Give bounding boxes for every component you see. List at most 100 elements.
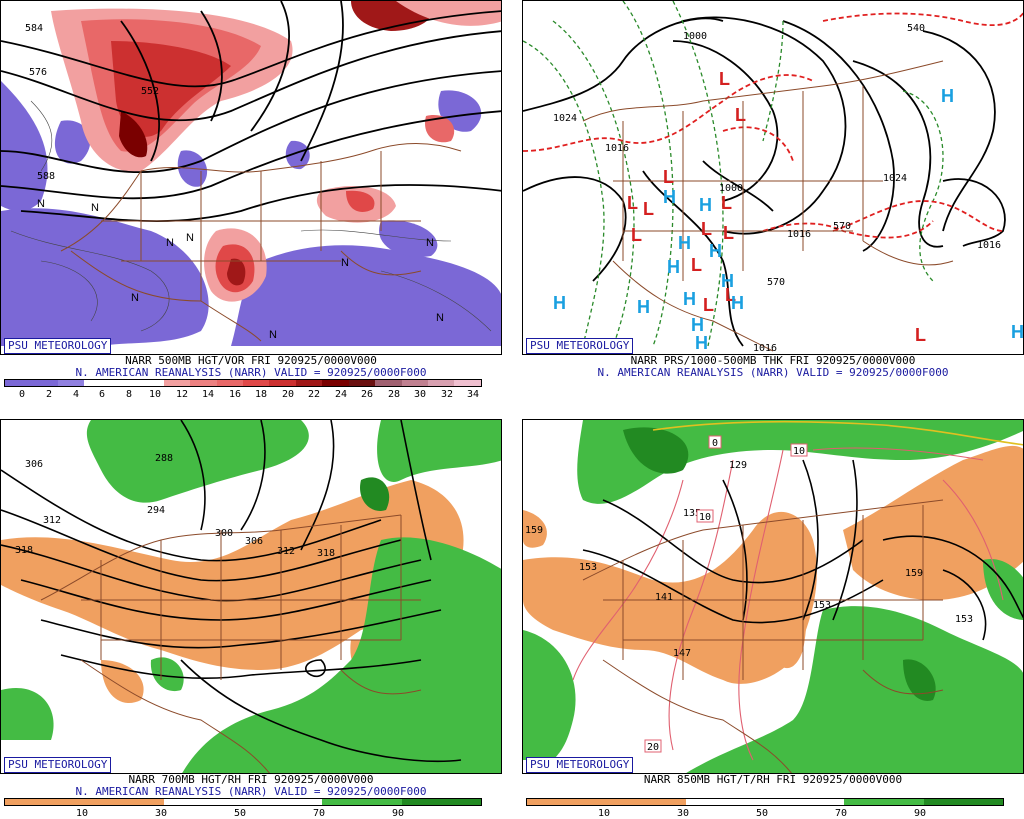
contour-label: 1024	[553, 113, 577, 124]
contour-label: 153	[955, 614, 973, 625]
contour-label: 306	[245, 536, 263, 547]
valid-time-title: N. AMERICAN REANALYSIS (NARR) VALID = 92…	[597, 366, 949, 379]
svg-text:N: N	[426, 237, 434, 249]
svg-text:N: N	[436, 312, 444, 324]
colorbar-tick: 50	[755, 808, 769, 819]
low-pressure-symbol: L	[631, 225, 642, 245]
high-pressure-symbol: H	[1011, 322, 1024, 342]
colorbar-tick: 14	[201, 389, 215, 400]
svg-text:N: N	[37, 198, 45, 210]
colorbar-tick: 70	[312, 808, 326, 819]
contour-label: 1016	[753, 343, 777, 354]
contour-label: 288	[155, 453, 173, 464]
high-pressure-symbol: H	[637, 297, 650, 317]
high-pressure-symbol: H	[941, 86, 954, 106]
colorbar-tick: 18	[254, 389, 268, 400]
contour-label: 576	[29, 67, 47, 78]
high-pressure-symbol: H	[695, 333, 708, 353]
contour-label: 552	[141, 86, 159, 97]
product-title: NARR 500MB HGT/VOR FRI 920925/0000V000	[125, 354, 377, 367]
colorbar-tick: 0	[18, 389, 26, 400]
contour-label: 159	[525, 525, 543, 536]
temperature-label: 10	[699, 512, 711, 523]
vorticity-markers: N N N N N N N N N	[37, 198, 444, 341]
contour-label: 294	[147, 505, 165, 516]
low-pressure-symbol: L	[721, 193, 732, 213]
low-pressure-symbol: L	[735, 105, 746, 125]
colorbar-tick: 4	[72, 389, 80, 400]
psu-meteorology-badge: PSU METEOROLOGY	[4, 338, 112, 354]
colorbar-tick: 20	[281, 389, 295, 400]
colorbar-tick: 16	[228, 389, 242, 400]
svg-text:N: N	[341, 257, 349, 269]
psu-meteorology-badge: PSU METEOROLOGY	[526, 338, 634, 354]
vorticity-colorbar-ticks: 0 2 4 6 8 10 12 14 16 18 20 22 24 26 28 …	[4, 389, 482, 400]
high-pressure-symbol: H	[667, 257, 680, 277]
high-pressure-symbol: H	[553, 293, 566, 313]
high-pressure-symbol: H	[709, 241, 722, 261]
low-pressure-symbol: L	[643, 199, 654, 219]
contour-label: 1024	[883, 173, 907, 184]
colorbar-tick: 10	[148, 389, 162, 400]
contour-label: 147	[673, 648, 691, 659]
contour-label: 540	[907, 23, 925, 34]
wet-rh-regions	[1, 420, 501, 773]
psu-meteorology-badge: PSU METEOROLOGY	[4, 757, 112, 773]
colorbar-tick: 22	[307, 389, 321, 400]
contour-label: 312	[277, 546, 295, 557]
colorbar-tick: 30	[154, 808, 168, 819]
map-borders	[60, 143, 462, 342]
low-pressure-symbol: L	[915, 325, 926, 345]
svg-text:N: N	[166, 237, 174, 249]
colorbar-tick: 8	[125, 389, 133, 400]
contour-label: 153	[813, 600, 831, 611]
map-borders	[582, 499, 944, 773]
map-borders	[40, 514, 422, 773]
colorbar-tick: 30	[676, 808, 690, 819]
temperature-label: 0	[712, 438, 718, 449]
wet-rh-regions	[523, 420, 1023, 773]
high-pressure-symbol: H	[731, 293, 744, 313]
colorbar-tick: 70	[834, 808, 848, 819]
colorbar-tick: 28	[387, 389, 401, 400]
product-title: NARR 700MB HGT/RH FRI 920925/0000V000	[128, 773, 374, 786]
temp-label-box: 10	[696, 509, 714, 523]
high-pressure-symbol: H	[683, 289, 696, 309]
height-contours	[582, 459, 1023, 641]
map-pressure-svg: L L L L L L L L L L L L L H H H H H H H …	[523, 1, 1024, 354]
valid-time-title: N. AMERICAN REANALYSIS (NARR) VALID = 92…	[75, 366, 427, 379]
contour-label: 159	[905, 568, 923, 579]
colorbar-tick: 90	[391, 808, 405, 819]
contour-label: 584	[25, 23, 43, 34]
rh-colorbar	[4, 798, 482, 806]
contour-label: 312	[43, 515, 61, 526]
product-title: NARR 850MB HGT/T/RH FRI 920925/0000V000	[643, 773, 903, 786]
product-title: NARR PRS/1000-500MB THK FRI 920925/0000V…	[630, 354, 916, 367]
contour-label: 153	[579, 562, 597, 573]
map-500mb-svg: N N N N N N N N N 584 576 552 588	[1, 1, 501, 354]
contour-label: 135	[683, 508, 701, 519]
contour-label: 570	[833, 221, 851, 232]
temperature-label: 10	[793, 446, 805, 457]
freezing-line	[652, 420, 1023, 446]
low-pressure-symbol: L	[691, 255, 702, 275]
rh-colorbar-ticks: 10 30 50 70 90	[526, 808, 1004, 819]
contour-label: 306	[25, 459, 43, 470]
contour-label: 318	[15, 545, 33, 556]
contour-label: 300	[215, 528, 233, 539]
high-pressure-symbol: H	[691, 315, 704, 335]
colorbar-tick: 24	[334, 389, 348, 400]
contour-label: 1000	[683, 31, 707, 42]
svg-text:N: N	[91, 202, 99, 214]
svg-text:N: N	[269, 329, 277, 341]
temp-label-box: 10	[790, 443, 808, 457]
map-500mb: N N N N N N N N N 584 576 552 588	[0, 0, 502, 355]
temperature-contours	[572, 447, 1004, 761]
colorbar-tick: 30	[413, 389, 427, 400]
contour-label: 1016	[605, 143, 629, 154]
map-pressure: L L L L L L L L L L L L L H H H H H H H …	[522, 0, 1024, 355]
colorbar-tick: 10	[75, 808, 89, 819]
map-850mb: 159 153 141 147 153 159 153 129 135 0 10…	[522, 419, 1024, 774]
map-850mb-svg: 159 153 141 147 153 159 153 129 135 0 10…	[523, 420, 1023, 773]
colorbar-tick: 34	[466, 389, 480, 400]
